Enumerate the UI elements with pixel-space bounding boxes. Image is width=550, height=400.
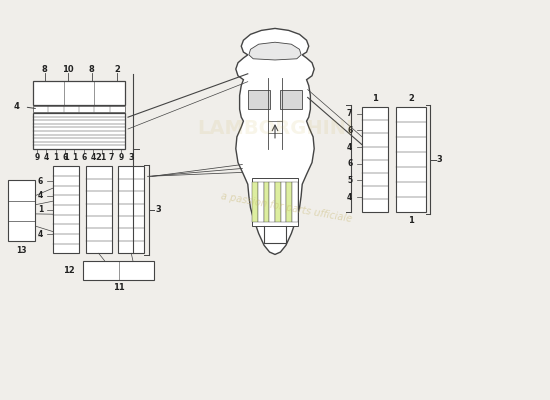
Text: 10: 10 <box>62 65 74 74</box>
Polygon shape <box>248 90 270 109</box>
Text: 4: 4 <box>13 102 19 112</box>
Text: 6: 6 <box>62 153 68 162</box>
Text: 1: 1 <box>63 153 69 162</box>
Text: 4: 4 <box>38 192 43 200</box>
Bar <box>84 261 154 280</box>
Text: 8: 8 <box>42 65 47 74</box>
Bar <box>292 182 298 222</box>
Bar <box>32 106 125 112</box>
Text: 7: 7 <box>347 109 353 118</box>
Text: 4: 4 <box>38 230 43 239</box>
Bar <box>287 182 292 222</box>
Text: 13: 13 <box>16 246 27 254</box>
Bar <box>252 178 298 226</box>
Bar <box>86 166 112 253</box>
Text: 4: 4 <box>90 153 96 162</box>
Bar <box>362 107 388 212</box>
Bar <box>263 182 270 222</box>
Text: 1: 1 <box>38 205 43 214</box>
Text: 6: 6 <box>38 177 43 186</box>
Bar <box>396 107 426 212</box>
Bar <box>8 180 35 242</box>
Text: 3: 3 <box>128 153 134 162</box>
Text: 6: 6 <box>347 159 353 168</box>
Text: 2: 2 <box>96 153 102 162</box>
Text: 8: 8 <box>89 65 95 74</box>
Bar <box>270 182 275 222</box>
Text: 2: 2 <box>114 65 120 74</box>
Polygon shape <box>236 28 314 254</box>
Text: 1: 1 <box>72 153 77 162</box>
Text: 1: 1 <box>408 216 414 225</box>
Text: 9: 9 <box>118 153 124 162</box>
Text: 4: 4 <box>347 193 353 202</box>
Text: 3: 3 <box>155 205 161 214</box>
Text: 5: 5 <box>347 176 353 185</box>
Text: 1: 1 <box>100 153 105 162</box>
Text: 7: 7 <box>109 153 114 162</box>
Text: 11: 11 <box>113 283 125 292</box>
Text: 3: 3 <box>437 155 442 164</box>
Bar <box>32 81 125 105</box>
Text: 9: 9 <box>35 153 40 162</box>
Text: 12: 12 <box>63 266 75 275</box>
Bar <box>280 182 287 222</box>
Text: 1: 1 <box>372 94 378 103</box>
Text: 4: 4 <box>347 142 353 152</box>
Bar <box>252 182 258 222</box>
Text: 2: 2 <box>408 94 414 103</box>
Polygon shape <box>249 42 301 60</box>
Bar <box>32 113 125 149</box>
Bar <box>53 166 79 253</box>
Text: 1: 1 <box>53 153 58 162</box>
Text: LAMBORGHINI: LAMBORGHINI <box>197 120 353 138</box>
Bar <box>275 182 280 222</box>
Text: 6: 6 <box>81 153 86 162</box>
Text: a passion for parts ufficiale: a passion for parts ufficiale <box>219 192 352 224</box>
Bar <box>118 166 144 253</box>
Bar <box>258 182 263 222</box>
Text: 4: 4 <box>44 153 49 162</box>
Text: 6: 6 <box>347 126 353 135</box>
Polygon shape <box>280 90 302 109</box>
